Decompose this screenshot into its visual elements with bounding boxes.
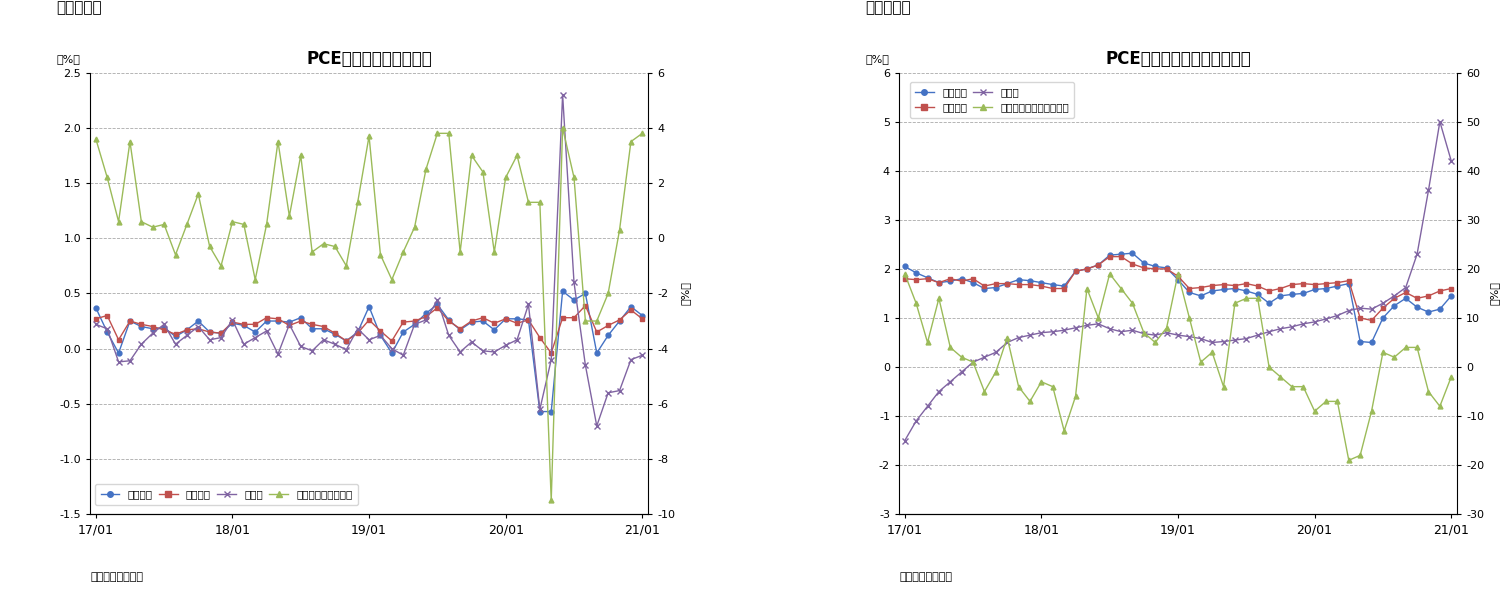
Text: （図表６）: （図表６） xyxy=(57,0,102,15)
Text: （図表７）: （図表７） xyxy=(865,0,912,15)
Title: PCE価格指数（前月比）: PCE価格指数（前月比） xyxy=(306,50,433,68)
Text: （注）季節調整済: （注）季節調整済 xyxy=(90,572,143,581)
Y-axis label: （%）: （%） xyxy=(1490,281,1499,306)
Title: PCE価格指数（前年同月比）: PCE価格指数（前年同月比） xyxy=(1105,50,1251,68)
Text: （%）: （%） xyxy=(57,54,81,64)
Text: （注）季節調整済: （注）季節調整済 xyxy=(900,572,952,581)
Text: （%）: （%） xyxy=(865,54,889,64)
Legend: 総合指数, コア指数, 食料品, エネルギー関連（右軸）: 総合指数, コア指数, 食料品, エネルギー関連（右軸） xyxy=(910,82,1074,118)
Legend: 総合指数, コア指数, 食料品, エネルギー（右軸）: 総合指数, コア指数, 食料品, エネルギー（右軸） xyxy=(95,484,357,505)
Y-axis label: （%）: （%） xyxy=(680,281,691,306)
